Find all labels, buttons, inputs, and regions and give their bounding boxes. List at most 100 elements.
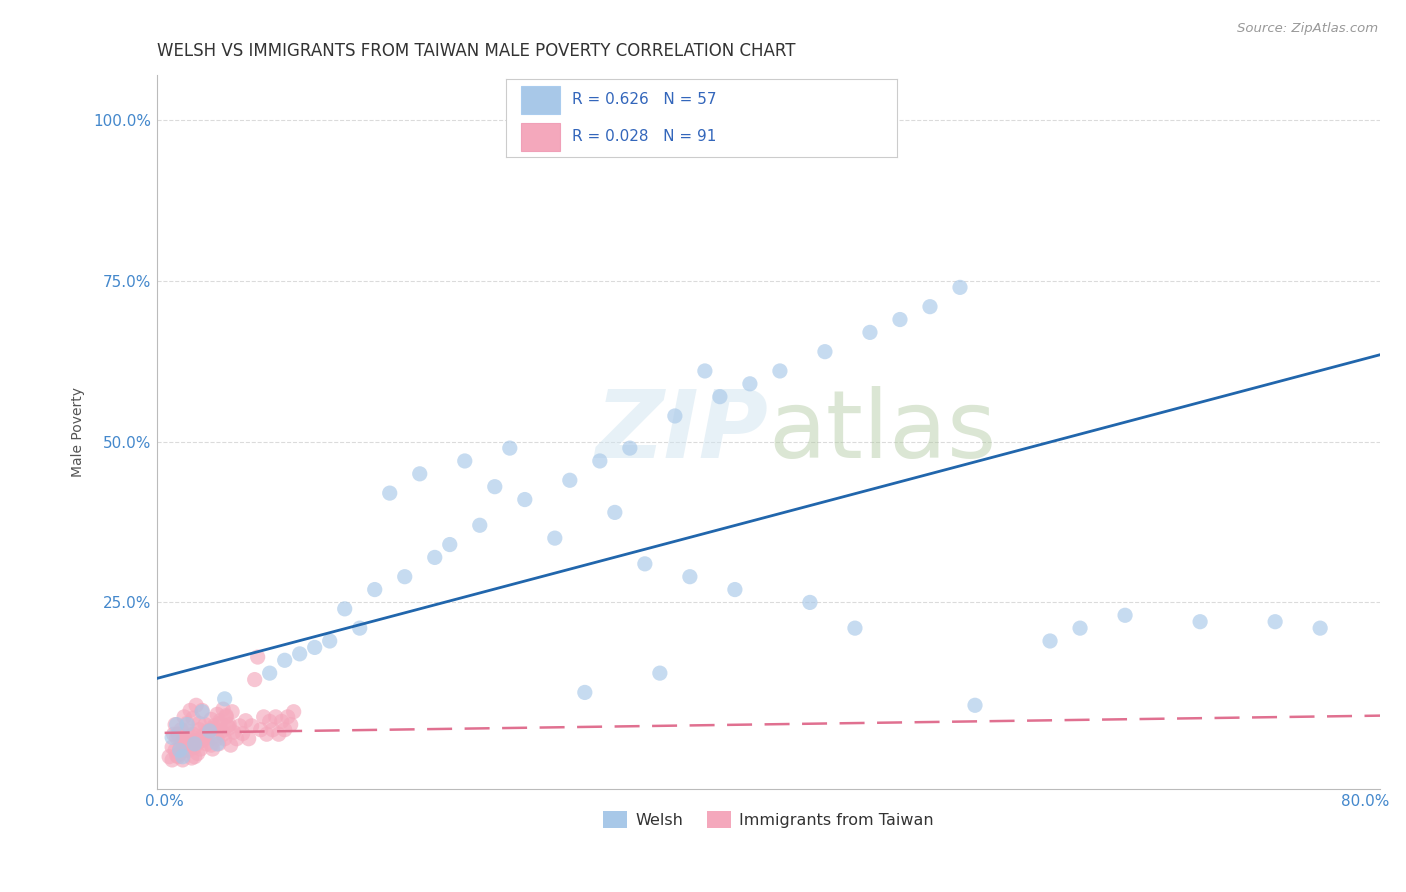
- Point: [179, 703, 201, 717]
- Point: [215, 710, 238, 724]
- Point: [176, 717, 198, 731]
- Point: [267, 727, 290, 741]
- Point: [180, 751, 202, 765]
- Point: [205, 707, 228, 722]
- Point: [173, 743, 195, 757]
- Point: [1114, 608, 1136, 623]
- Point: [172, 733, 194, 747]
- Point: [679, 570, 702, 584]
- Point: [364, 582, 387, 597]
- Point: [186, 698, 208, 713]
- Point: [165, 717, 187, 731]
- Point: [558, 473, 581, 487]
- Point: [262, 723, 284, 737]
- Point: [200, 738, 222, 752]
- Point: [648, 666, 671, 681]
- Point: [1309, 621, 1331, 635]
- Point: [157, 749, 180, 764]
- Point: [160, 740, 183, 755]
- Point: [183, 749, 205, 764]
- Point: [693, 364, 716, 378]
- Point: [304, 640, 326, 655]
- Point: [273, 653, 295, 667]
- Point: [221, 705, 243, 719]
- Point: [194, 717, 217, 731]
- Point: [188, 723, 211, 737]
- Point: [439, 537, 461, 551]
- Point: [165, 743, 187, 757]
- Point: [202, 719, 225, 733]
- Point: [191, 729, 214, 743]
- Point: [181, 711, 204, 725]
- Point: [288, 647, 311, 661]
- Point: [194, 731, 217, 746]
- Text: WELSH VS IMMIGRANTS FROM TAIWAN MALE POVERTY CORRELATION CHART: WELSH VS IMMIGRANTS FROM TAIWAN MALE POV…: [157, 42, 796, 60]
- Point: [197, 724, 219, 739]
- Point: [187, 747, 209, 761]
- Point: [172, 753, 194, 767]
- Point: [215, 708, 238, 723]
- Point: [259, 666, 281, 681]
- Point: [214, 691, 236, 706]
- Point: [198, 724, 221, 739]
- Point: [212, 702, 235, 716]
- Point: [253, 710, 276, 724]
- Point: [167, 727, 190, 741]
- Point: [191, 703, 214, 717]
- Point: [394, 570, 416, 584]
- Point: [217, 719, 239, 733]
- Point: [814, 344, 837, 359]
- Point: [283, 705, 305, 719]
- Point: [235, 714, 257, 728]
- Point: [256, 727, 278, 741]
- Point: [264, 710, 287, 724]
- Point: [724, 582, 747, 597]
- Point: [187, 735, 209, 749]
- Point: [160, 753, 183, 767]
- Point: [1264, 615, 1286, 629]
- Point: [378, 486, 401, 500]
- Point: [844, 621, 866, 635]
- Point: [889, 312, 911, 326]
- Point: [174, 737, 197, 751]
- Text: ZIP: ZIP: [596, 386, 769, 478]
- Point: [211, 724, 233, 739]
- Point: [186, 733, 208, 747]
- Point: [918, 300, 941, 314]
- Point: [738, 376, 761, 391]
- Point: [349, 621, 371, 635]
- Point: [188, 716, 211, 731]
- Point: [280, 717, 302, 731]
- Point: [166, 748, 188, 763]
- Point: [183, 740, 205, 755]
- Point: [205, 731, 228, 746]
- Point: [193, 729, 215, 743]
- Point: [243, 673, 266, 687]
- Point: [1039, 634, 1062, 648]
- Point: [1189, 615, 1212, 629]
- Point: [454, 454, 477, 468]
- Point: [423, 550, 446, 565]
- Point: [169, 747, 191, 761]
- Point: [484, 480, 506, 494]
- Point: [318, 634, 340, 648]
- Point: [160, 731, 183, 745]
- Point: [172, 749, 194, 764]
- Y-axis label: Male Poverty: Male Poverty: [72, 387, 86, 477]
- Point: [859, 326, 882, 340]
- Point: [183, 737, 205, 751]
- Point: [209, 716, 232, 731]
- Point: [212, 727, 235, 741]
- Point: [169, 743, 191, 757]
- Point: [205, 737, 228, 751]
- Point: [499, 441, 522, 455]
- Point: [166, 717, 188, 731]
- Point: [218, 721, 240, 735]
- Point: [202, 721, 225, 735]
- Point: [190, 742, 212, 756]
- Point: [634, 557, 657, 571]
- Point: [238, 731, 260, 746]
- Point: [219, 738, 242, 752]
- Point: [218, 717, 240, 731]
- Point: [709, 390, 731, 404]
